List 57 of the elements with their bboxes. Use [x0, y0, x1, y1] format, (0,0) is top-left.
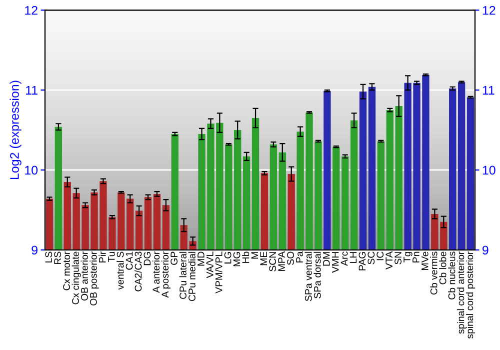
x-tick-label: VPM/VPL: [215, 252, 222, 294]
x-tick-label: ventral S: [116, 252, 124, 290]
x-tick-label: GP: [170, 252, 178, 265]
y-tick-label: 12: [25, 6, 38, 15]
x-tick-label: Pa: [296, 251, 303, 262]
x-tick-label: CA2/CA3: [134, 252, 142, 292]
x-tick-label: SCN: [269, 252, 276, 272]
x-tick-label: VA/VL: [206, 252, 214, 278]
y2-tick-label: 12: [482, 6, 496, 15]
x-tick-label: SPa ventral: [304, 252, 312, 302]
x-tick-label: Tg: [404, 252, 412, 262]
y-tick-label: 10: [25, 166, 38, 175]
x-tick-label: IC: [376, 252, 384, 260]
x-tick-label: spinal cord anterior: [457, 251, 466, 334]
x-tick-label: Cx cingulate: [72, 252, 81, 304]
x-tick-label: A posterior: [161, 251, 170, 298]
x-tick-label: RS: [54, 252, 62, 264]
x-tick-label: SN: [394, 252, 402, 264]
x-tick-label: spinal cord posterior: [466, 251, 476, 339]
x-tick-label: SO: [287, 252, 294, 265]
x-tick-label: CA1: [126, 252, 133, 270]
x-tick-label: Tu: [108, 252, 115, 262]
x-tick-label: SPa dorsal: [314, 252, 321, 298]
y2-tick-label: 10: [482, 166, 496, 175]
y-axis-title: Log2 (expression): [10, 80, 22, 180]
x-tick-label: MG: [233, 252, 240, 266]
x-tick-label: ME: [260, 252, 267, 266]
y2-tick-label: 9: [482, 246, 488, 255]
x-tick-label: CPu lateral: [179, 252, 186, 299]
x-tick-label: Cx motor: [63, 251, 70, 290]
x-tick-label: OB anterior: [80, 251, 88, 301]
x-tick-label: VTA: [386, 251, 392, 270]
x-tick-label: M: [251, 252, 258, 259]
x-tick-label: Arc: [340, 252, 348, 266]
y-tick-label: 11: [26, 86, 38, 95]
x-tick-label: LG: [224, 252, 232, 264]
x-tick-label: CPu medial: [188, 252, 196, 302]
x-tick-label: DG: [144, 252, 151, 266]
x-tick-label: DM: [323, 252, 330, 266]
x-tick-label: Cb nucleus: [448, 252, 456, 300]
x-tick-label: MVe: [422, 252, 428, 270]
x-tick-label: Pn: [412, 252, 420, 262]
y2-tick-label: 11: [482, 86, 494, 95]
x-tick-label: LS: [45, 252, 52, 262]
x-tick-label: Cb vermis: [430, 252, 438, 295]
x-tick-label: LH: [350, 252, 357, 263]
y-tick-label: 9: [32, 246, 38, 255]
x-tick-label: Pir: [98, 251, 106, 262]
x-tick-label: MPA: [278, 251, 285, 271]
x-tick-label: A anterior: [152, 251, 160, 293]
x-tick-label: Cb lobe: [439, 252, 446, 284]
x-tick-label: OB posterior: [90, 251, 99, 306]
x-tick-label: VMH: [332, 252, 339, 273]
x-tick-label: Hb: [242, 252, 250, 263]
x-tick-label: MD: [198, 252, 204, 266]
x-tick-label: PAG: [358, 252, 366, 270]
x-tick-label: SC: [368, 252, 375, 264]
